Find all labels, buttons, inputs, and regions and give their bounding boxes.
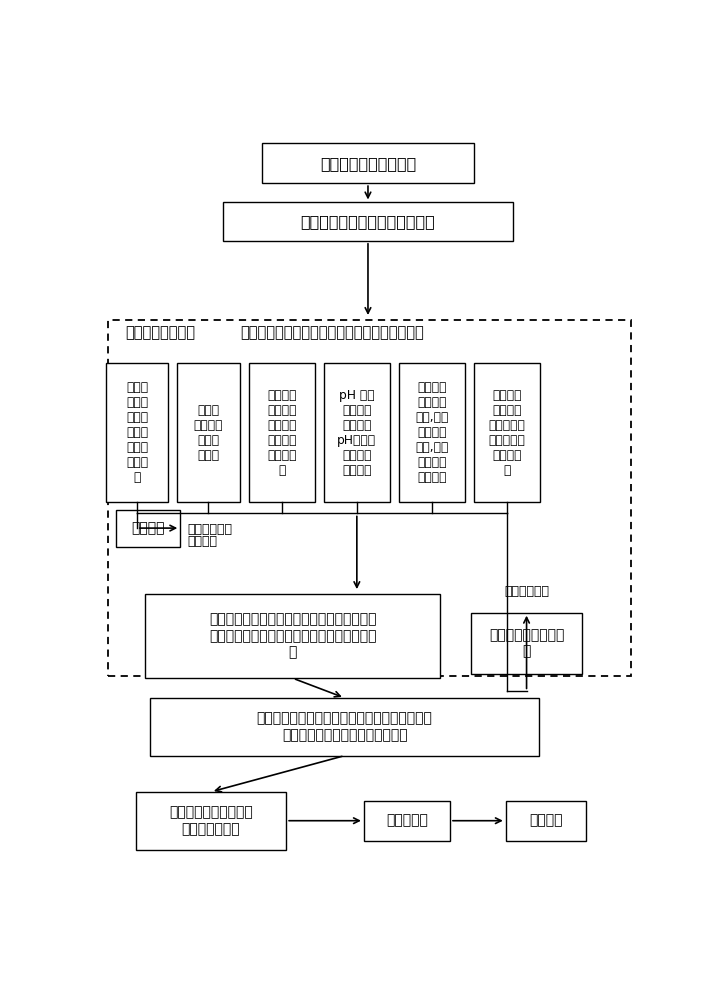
FancyBboxPatch shape — [145, 594, 440, 678]
Text: 风机控
制模块，
调节风
机风量: 风机控 制模块， 调节风 机风量 — [194, 404, 223, 462]
Text: 温度检
测调节
模块，
检测温
度，并
进行调
节: 温度检 测调节 模块， 检测温 度，并 进行调 节 — [126, 381, 148, 484]
Text: 生物处理装置中，处理功能运行: 生物处理装置中，处理功能运行 — [301, 214, 435, 229]
Text: 远程接收端: 远程接收端 — [386, 814, 428, 828]
Text: 溶解痒检
测调节模
块，检测溶
解痒含量，
并进行调
节: 溶解痒检 测调节模 块，检测溶 解痒含量， 并进行调 节 — [489, 389, 526, 477]
Text: 多个异常: 多个异常 — [187, 535, 217, 548]
Text: pH 值检
测调节模
块，检测
pH值，并
添加药剂
进行调节: pH 值检 测调节模 块，检测 pH值，并 添加药剂 进行调节 — [337, 389, 376, 477]
FancyBboxPatch shape — [471, 613, 582, 674]
FancyBboxPatch shape — [364, 801, 450, 841]
FancyBboxPatch shape — [262, 143, 474, 183]
Text: 生物处理装置正常工
作: 生物处理装置正常工 作 — [489, 629, 564, 659]
Text: 各参数一个或: 各参数一个或 — [187, 523, 232, 536]
Text: 总服务器: 总服务器 — [529, 814, 563, 828]
Text: 各参数均正常: 各参数均正常 — [504, 585, 549, 598]
FancyBboxPatch shape — [136, 792, 286, 850]
FancyBboxPatch shape — [249, 363, 314, 502]
FancyBboxPatch shape — [324, 363, 390, 502]
FancyBboxPatch shape — [475, 363, 540, 502]
FancyBboxPatch shape — [223, 202, 513, 241]
FancyBboxPatch shape — [106, 363, 169, 502]
Text: 各参数实时数据汇总至中央处理器，中央处理
器对生化系统控制单元各参数模块发出调节指
令: 各参数实时数据汇总至中央处理器，中央处理 器对生化系统控制单元各参数模块发出调节… — [209, 613, 377, 659]
FancyBboxPatch shape — [116, 510, 180, 547]
Text: 促生长因
子调节模
块，调节
微生物快
速营养补
给: 促生长因 子调节模 块，调节 微生物快 速营养补 给 — [267, 389, 297, 477]
FancyBboxPatch shape — [150, 698, 539, 756]
FancyBboxPatch shape — [177, 363, 240, 502]
Text: 对生物处理装置内各项参数进行监测并进行调节: 对生物处理装置内各项参数进行监测并进行调节 — [240, 325, 424, 340]
FancyBboxPatch shape — [505, 801, 587, 841]
Text: 系统上电后，开始运行: 系统上电后，开始运行 — [320, 156, 416, 171]
Text: 生化系统控制单元: 生化系统控制单元 — [125, 325, 195, 340]
Text: 致毒物质
检测调节
模块,检测
致毒物质
含量,并加
入缓冲剂
进行反应: 致毒物质 检测调节 模块,检测 致毒物质 含量,并加 入缓冲剂 进行反应 — [415, 381, 449, 484]
FancyBboxPatch shape — [399, 363, 465, 502]
Text: 数据发送模块通过网络
发送各参数数据: 数据发送模块通过网络 发送各参数数据 — [169, 806, 253, 836]
Text: 报警装置: 报警装置 — [131, 521, 165, 535]
Text: 数据显示模块，显示生化系统控制单元各参数实
时数据，及生物处理装置运行情况: 数据显示模块，显示生化系统控制单元各参数实 时数据，及生物处理装置运行情况 — [256, 712, 432, 742]
